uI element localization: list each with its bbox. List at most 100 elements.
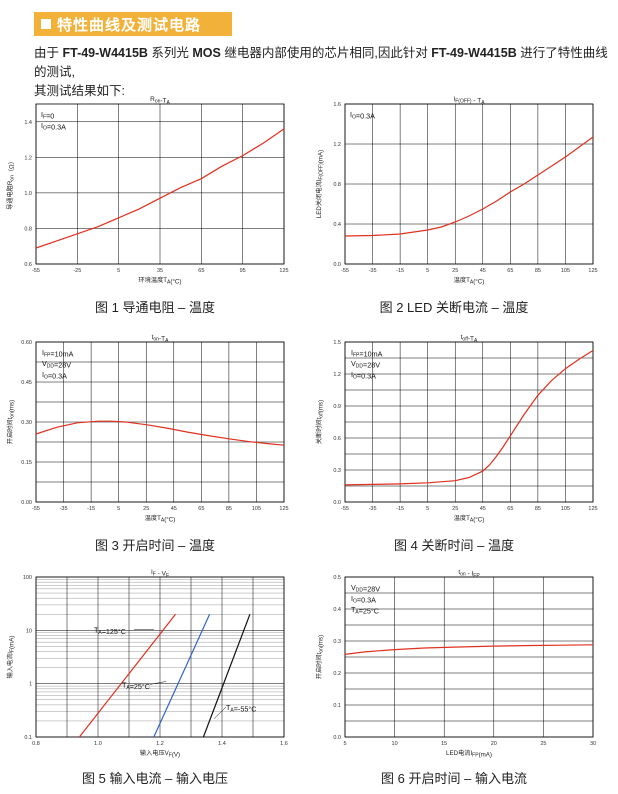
x-tick-label: 5 xyxy=(426,506,429,512)
y-tick-label: 0.60 xyxy=(21,340,32,346)
x-tick-label: 125 xyxy=(279,506,288,512)
x-tick-label: -55 xyxy=(32,268,40,274)
x-tick-label: 45 xyxy=(480,268,486,274)
y-tick-label: 100 xyxy=(23,575,32,581)
x-tick-label: 95 xyxy=(240,268,246,274)
intro-paragraph: 由于 FT-49-W4415B 系列光 MOS 继电器内部使用的芯片相同,因此针… xyxy=(34,44,618,101)
y-tick-label: 0.6 xyxy=(24,262,32,268)
x-tick-label: -55 xyxy=(32,506,40,512)
annotation-label: IO=0.3A xyxy=(351,594,376,605)
x-tick-label: 1.2 xyxy=(156,741,164,747)
intro-text: 其测试结果如下: xyxy=(34,84,125,98)
y-axis-label: 开启时间ton(ms) xyxy=(6,400,16,444)
mos-term: MOS xyxy=(192,46,221,60)
series-line xyxy=(153,614,211,738)
x-tick-label: -35 xyxy=(60,506,68,512)
x-tick-label: 25 xyxy=(540,741,546,747)
x-tick-label: -55 xyxy=(341,268,349,274)
annotation-label: TA=25°C xyxy=(122,680,150,691)
x-tick-label: 125 xyxy=(279,268,288,274)
y-axis-label: 导通电阻Ron（Ω） xyxy=(6,158,16,210)
caption-fig6: 图 6 开启时间 – 输入电流 xyxy=(381,771,527,786)
y-tick-label: 0.30 xyxy=(21,420,32,426)
annotation-label: IFP=10mA xyxy=(351,348,383,359)
y-tick-label: 0.2 xyxy=(333,671,341,677)
y-tick-label: 0.6 xyxy=(333,436,341,442)
chart-ton-ta: -55 -35 -15 5 25 45 65 85 105 125 0.00 0.15 0.30 0.45… xyxy=(6,334,289,524)
y-tick-label: 0.00 xyxy=(21,500,32,506)
chart-title: IF - VF xyxy=(151,569,169,579)
annotation-label: VDD=28V xyxy=(42,359,71,370)
annotation-label: IO=0.3A xyxy=(41,121,66,132)
y-tick-label: 1.2 xyxy=(24,155,32,161)
annotation-label: TA=125°C xyxy=(94,625,126,636)
x-tick-label: 85 xyxy=(226,506,232,512)
y-tick-label: 1.2 xyxy=(333,142,341,148)
x-axis-label: 温度TA(°C) xyxy=(454,514,485,524)
x-axis-label: 输入电压VF(V) xyxy=(140,749,180,759)
intro-text: 系列光 xyxy=(147,46,193,60)
chart-title: ton - IFP xyxy=(458,569,480,579)
chart-ton-ifp: 5 10 15 20 25 30 0.0 0.1 0.2 0.3 0.4 0.5 ton - IFP LE… xyxy=(315,569,596,759)
caption-fig2: 图 2 LED 关断电流 – 温度 xyxy=(379,300,529,315)
chart-if-vf: 0.8 1.0 1.2 1.4 1.6 0.1 1 10 100 IF - VF 输入电压VF(V)… xyxy=(6,569,288,759)
x-tick-label: 5 xyxy=(117,506,120,512)
x-tick-label: 105 xyxy=(561,268,570,274)
x-tick-label: 1.6 xyxy=(280,741,288,747)
series-line xyxy=(344,136,594,237)
annotation-label: TA=-55°C xyxy=(226,703,256,714)
x-tick-label: 25 xyxy=(452,268,458,274)
chart-title: toff-TA xyxy=(461,334,478,344)
x-tick-label: 15 xyxy=(441,741,447,747)
x-tick-label: -55 xyxy=(341,506,349,512)
x-tick-label: 25 xyxy=(452,506,458,512)
x-axis-label: 温度TA(°C) xyxy=(454,276,485,286)
x-tick-label: 65 xyxy=(507,506,513,512)
x-axis-label: LED电流IFP(mA) xyxy=(446,749,492,759)
annotation-label: VDD=28V xyxy=(351,583,380,594)
series-line xyxy=(344,644,594,655)
x-tick-label: 25 xyxy=(143,506,149,512)
y-tick-label: 1.2 xyxy=(333,372,341,378)
y-tick-label: 0.3 xyxy=(333,468,341,474)
x-tick-label: 125 xyxy=(588,506,597,512)
chart-title: ton-TA xyxy=(152,334,170,344)
y-tick-label: 1.4 xyxy=(24,120,32,126)
x-tick-label: 125 xyxy=(588,268,597,274)
y-tick-label: 0.3 xyxy=(333,639,341,645)
y-axis-label: LED关闭电流IF(OFF)(mA) xyxy=(315,150,325,218)
y-axis-label: 开启时间ton(ms) xyxy=(315,635,325,679)
caption-fig5: 图 5 输入电流 – 输入电压 xyxy=(82,771,228,786)
y-tick-label: 0.9 xyxy=(333,404,341,410)
chart-title: IF(OFF) - TA xyxy=(453,96,485,106)
x-tick-label: 30 xyxy=(590,741,596,747)
x-tick-label: 1.0 xyxy=(94,741,102,747)
leader-line xyxy=(213,706,227,719)
y-axis-label: 关断时间toff(ms) xyxy=(315,400,325,444)
y-tick-label: 0.0 xyxy=(333,262,341,268)
y-tick-label: 0.5 xyxy=(333,575,341,581)
y-tick-label: 0.1 xyxy=(24,735,32,741)
x-tick-label: 85 xyxy=(535,268,541,274)
annotation-label: VDD=28V xyxy=(351,359,380,370)
x-tick-label: 65 xyxy=(198,268,204,274)
x-tick-label: -15 xyxy=(396,268,404,274)
x-tick-label: 35 xyxy=(157,268,163,274)
y-tick-label: 0.4 xyxy=(333,222,341,228)
x-tick-label: 105 xyxy=(252,506,261,512)
x-tick-label: 105 xyxy=(561,506,570,512)
y-tick-label: 0.0 xyxy=(333,735,341,741)
chart-title: Ron-TA xyxy=(150,96,170,106)
caption-fig4: 图 4 关断时间 – 温度 xyxy=(394,538,514,553)
x-tick-label: -35 xyxy=(369,506,377,512)
y-tick-label: 1.5 xyxy=(333,340,341,346)
x-tick-label: -35 xyxy=(369,268,377,274)
x-tick-label: -15 xyxy=(87,506,95,512)
series-line xyxy=(78,613,176,738)
caption-fig3: 图 3 开启时间 – 温度 xyxy=(95,538,215,553)
x-tick-label: 65 xyxy=(507,268,513,274)
x-tick-label: -15 xyxy=(396,506,404,512)
x-tick-label: 5 xyxy=(117,268,120,274)
y-tick-label: 0.1 xyxy=(333,703,341,709)
x-tick-label: -25 xyxy=(73,268,81,274)
